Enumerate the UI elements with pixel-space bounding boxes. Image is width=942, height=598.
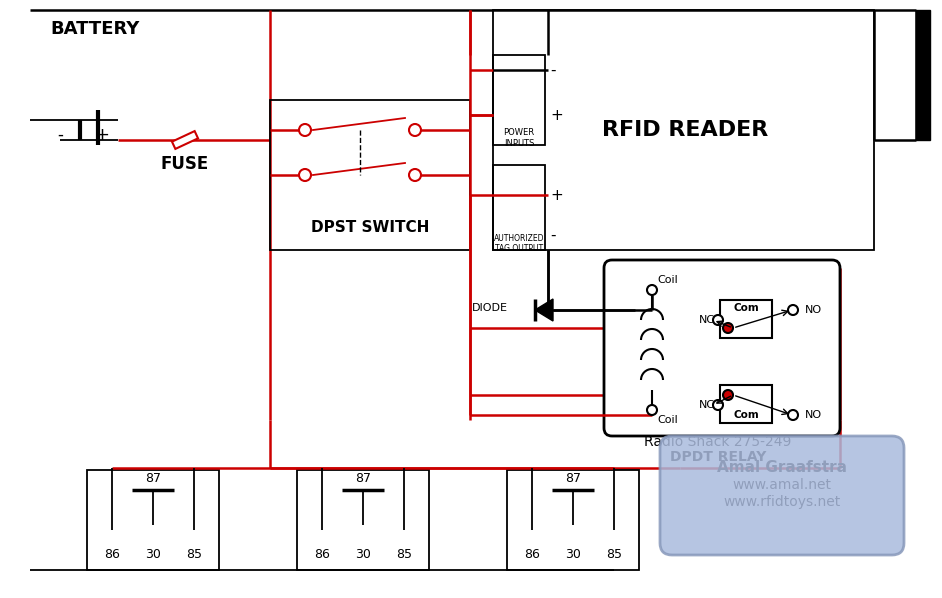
- Circle shape: [788, 410, 798, 420]
- Text: RFID READER: RFID READER: [602, 120, 768, 140]
- Bar: [720, 385, 772, 423]
- Text: +: +: [550, 108, 562, 123]
- Text: 86: 86: [314, 548, 330, 562]
- Text: NO: NO: [805, 410, 822, 420]
- Bar: [720, 300, 772, 338]
- Circle shape: [299, 124, 311, 136]
- Circle shape: [409, 169, 421, 181]
- Text: AUTHORIZED
TAG OUTPUT: AUTHORIZED TAG OUTPUT: [494, 234, 544, 253]
- Text: DPDT RELAY: DPDT RELAY: [670, 450, 766, 464]
- Text: www.rfidtoys.net: www.rfidtoys.net: [723, 495, 840, 509]
- Text: 85: 85: [396, 548, 412, 562]
- Text: 85: 85: [606, 548, 622, 562]
- Text: www.amal.net: www.amal.net: [733, 478, 832, 492]
- Text: Amal Graafstra: Amal Graafstra: [717, 460, 847, 475]
- Text: -: -: [550, 63, 556, 78]
- Circle shape: [647, 405, 657, 415]
- Circle shape: [713, 315, 723, 325]
- Text: 86: 86: [524, 548, 540, 562]
- Text: +: +: [94, 126, 109, 144]
- Bar: [87, 470, 219, 570]
- Bar: [493, 55, 545, 145]
- Text: Radio Shack 275-249: Radio Shack 275-249: [644, 435, 791, 449]
- Text: DIODE: DIODE: [472, 303, 508, 313]
- FancyBboxPatch shape: [604, 260, 840, 436]
- Text: 87: 87: [355, 472, 371, 485]
- Text: DPST SWITCH: DPST SWITCH: [311, 220, 430, 235]
- Text: 87: 87: [145, 472, 161, 485]
- Text: Com: Com: [733, 410, 759, 420]
- FancyBboxPatch shape: [660, 436, 904, 555]
- Text: NO: NO: [805, 305, 822, 315]
- Text: 30: 30: [145, 548, 161, 562]
- Circle shape: [647, 285, 657, 295]
- Bar: [493, 165, 545, 250]
- Text: 30: 30: [565, 548, 581, 562]
- Bar: [297, 470, 429, 570]
- Polygon shape: [535, 299, 553, 321]
- Bar: [172, 131, 198, 149]
- Text: -: -: [550, 227, 556, 243]
- Text: FUSE: FUSE: [161, 155, 209, 173]
- Text: BATTERY: BATTERY: [50, 20, 139, 38]
- Bar: [916, 10, 930, 140]
- Text: NC: NC: [699, 315, 715, 325]
- Bar: [493, 10, 874, 250]
- Text: Coil: Coil: [657, 275, 677, 285]
- Circle shape: [299, 169, 311, 181]
- Text: 86: 86: [104, 548, 120, 562]
- Text: NC: NC: [699, 400, 715, 410]
- Text: 30: 30: [355, 548, 371, 562]
- Text: 87: 87: [565, 472, 581, 485]
- Text: POWER
INPUTS: POWER INPUTS: [503, 128, 534, 148]
- Circle shape: [788, 305, 798, 315]
- Circle shape: [723, 390, 733, 400]
- Text: ANTENNA: ANTENNA: [920, 13, 930, 60]
- Bar: [270, 100, 470, 250]
- Text: Com: Com: [733, 303, 759, 313]
- Text: +: +: [550, 188, 562, 203]
- Text: Coil: Coil: [657, 415, 677, 425]
- Circle shape: [723, 323, 733, 333]
- Text: -: -: [57, 126, 63, 144]
- Circle shape: [713, 400, 723, 410]
- Bar: [507, 470, 639, 570]
- Text: 85: 85: [186, 548, 202, 562]
- Circle shape: [409, 124, 421, 136]
